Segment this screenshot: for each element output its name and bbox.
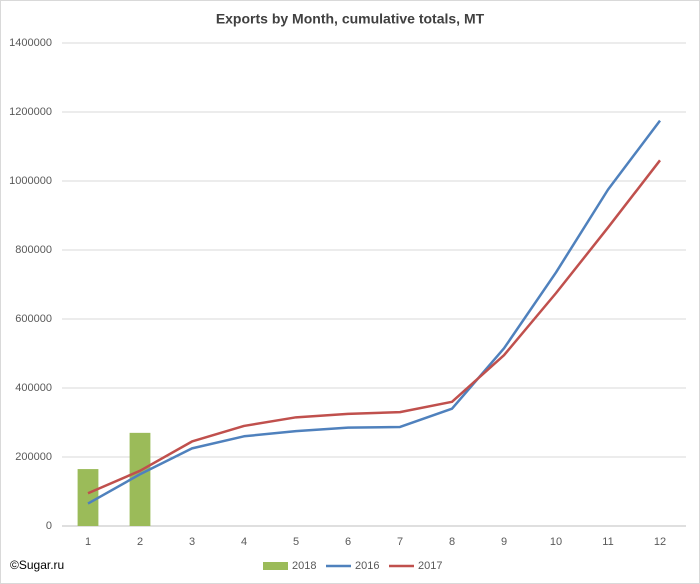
y-tick-label: 0	[46, 520, 52, 532]
legend-swatch	[263, 562, 288, 570]
source-note: ©Sugar.ru	[10, 558, 64, 572]
bar	[77, 469, 99, 526]
x-tick-label: 4	[241, 536, 247, 548]
legend-label: 2017	[418, 560, 442, 572]
y-tick-label: 200000	[15, 451, 52, 463]
x-tick-label: 9	[501, 536, 507, 548]
y-tick-label: 400000	[15, 382, 52, 394]
legend-label: 2018	[292, 560, 316, 572]
y-tick-label: 1200000	[9, 106, 52, 118]
x-tick-label: 10	[550, 536, 562, 548]
x-tick-label: 12	[654, 536, 666, 548]
x-tick-label: 1	[85, 536, 91, 548]
x-tick-label: 8	[449, 536, 455, 548]
line	[87, 119, 661, 505]
x-tick-label: 6	[345, 536, 351, 548]
x-tick-label: 5	[293, 536, 299, 548]
bar	[129, 432, 151, 526]
x-tick-label: 11	[602, 536, 613, 548]
legend-label: 2016	[355, 560, 379, 572]
x-tick-label: 3	[189, 536, 195, 548]
y-tick-label: 1400000	[9, 37, 52, 49]
y-tick-label: 600000	[15, 313, 52, 325]
x-tick-label: 2	[137, 536, 143, 548]
y-tick-label: 1000000	[9, 175, 52, 187]
y-tick-label: 800000	[15, 244, 52, 256]
x-tick-label: 7	[397, 536, 403, 548]
line	[87, 159, 661, 495]
chart-title: Exports by Month, cumulative totals, MT	[216, 11, 485, 27]
